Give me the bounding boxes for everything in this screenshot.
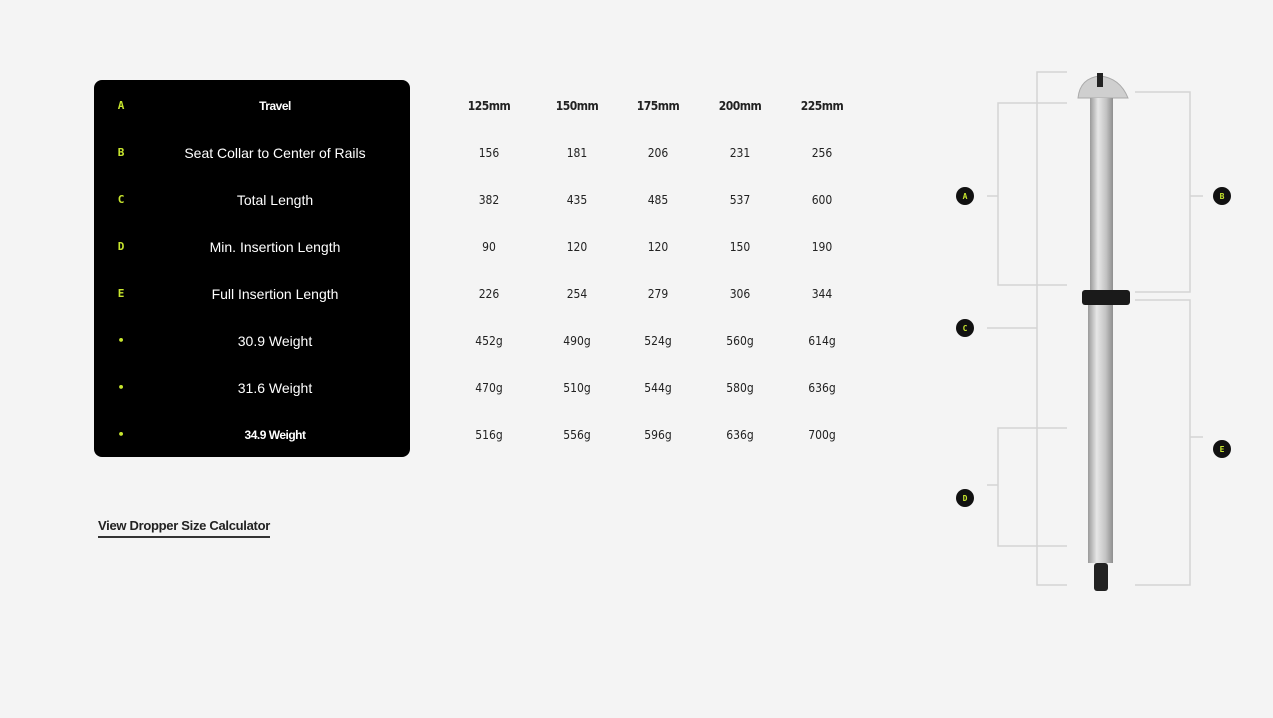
table-cell: 435 [566,193,588,207]
table-cell: 452g [475,334,503,348]
table-cell: 206 [647,146,669,160]
table-cell: 125mm [467,99,511,113]
table-cell: 470g [475,381,503,395]
svg-text:C: C [963,324,968,333]
row-label: 30.9 Weight [237,333,313,349]
dimension-lines [987,71,1203,586]
table-cell: 510g [563,381,591,395]
row-label: 31.6 Weight [237,380,313,396]
marker-a: A [956,187,974,205]
table-cell: 636g [726,428,754,442]
row-key: C [117,193,125,206]
table-cell: 485 [647,193,669,207]
marker-d: D [956,489,974,507]
table-cell: 537 [729,193,751,207]
seatpost-image [1077,73,1130,591]
table-cell: 254 [566,287,588,301]
row-key: D [117,240,125,253]
row-key: • [117,381,125,394]
row-label: Total Length [236,192,314,208]
bracket-a [987,102,1067,286]
table-cell: 382 [478,193,500,207]
table-cell: 344 [811,287,833,301]
table-cell: 90 [482,240,496,254]
table-cell: 190 [811,240,833,254]
dropper-size-calculator-link[interactable]: View Dropper Size Calculator [98,518,270,538]
bracket-c [987,71,1067,586]
row-label: Seat Collar to Center of Rails [184,145,366,161]
spec-labels-panel [94,80,410,457]
svg-text:A: A [963,192,968,201]
marker-c: C [956,319,974,337]
bracket-e [1135,299,1203,586]
table-cell: 636g [808,381,836,395]
table-cell: 600 [811,193,833,207]
table-cell: 120 [566,240,588,254]
table-cell: 175mm [636,99,680,113]
svg-text:B: B [1220,192,1225,201]
row-label: Travel [259,99,291,113]
row-key: E [117,287,125,300]
table-cell: 150mm [555,99,599,113]
table-cell: 306 [729,287,751,301]
row-key: • [117,428,125,441]
table-cell: 256 [811,146,833,160]
row-label: Min. Insertion Length [209,239,341,255]
marker-e: E [1213,440,1231,458]
table-cell: 181 [566,146,588,160]
table-cell: 614g [808,334,836,348]
bracket-b [1135,91,1203,293]
table-cell: 156 [478,146,500,160]
table-cell: 524g [644,334,672,348]
table-cell: 231 [729,146,751,160]
svg-text:E: E [1220,445,1225,454]
svg-text:D: D [963,494,968,503]
bracket-d [987,427,1067,547]
table-cell: 560g [726,334,754,348]
table-cell: 226 [478,287,500,301]
table-cell: 596g [644,428,672,442]
row-key: A [117,99,125,112]
table-cell: 544g [644,381,672,395]
table-cell: 279 [647,287,669,301]
table-cell: 516g [475,428,503,442]
row-label: Full Insertion Length [211,286,339,302]
table-cell: 120 [647,240,669,254]
table-cell: 700g [808,428,836,442]
table-cell: 225mm [800,99,844,113]
marker-b: B [1213,187,1231,205]
table-cell: 200mm [718,99,762,113]
row-key: B [117,146,125,159]
row-key: • [117,334,125,347]
table-cell: 580g [726,381,754,395]
table-cell: 490g [563,334,591,348]
table-cell: 150 [729,240,751,254]
row-label: 34.9 Weight [244,428,306,442]
table-cell: 556g [563,428,591,442]
